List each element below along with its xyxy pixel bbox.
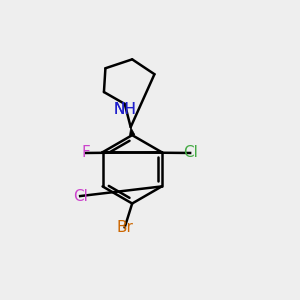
- Text: Br: Br: [116, 220, 133, 235]
- Polygon shape: [130, 127, 135, 136]
- Text: Cl: Cl: [73, 189, 88, 204]
- Text: Cl: Cl: [183, 146, 198, 160]
- Text: NH: NH: [113, 102, 136, 117]
- Text: F: F: [82, 146, 91, 160]
- Text: NH: NH: [113, 102, 136, 117]
